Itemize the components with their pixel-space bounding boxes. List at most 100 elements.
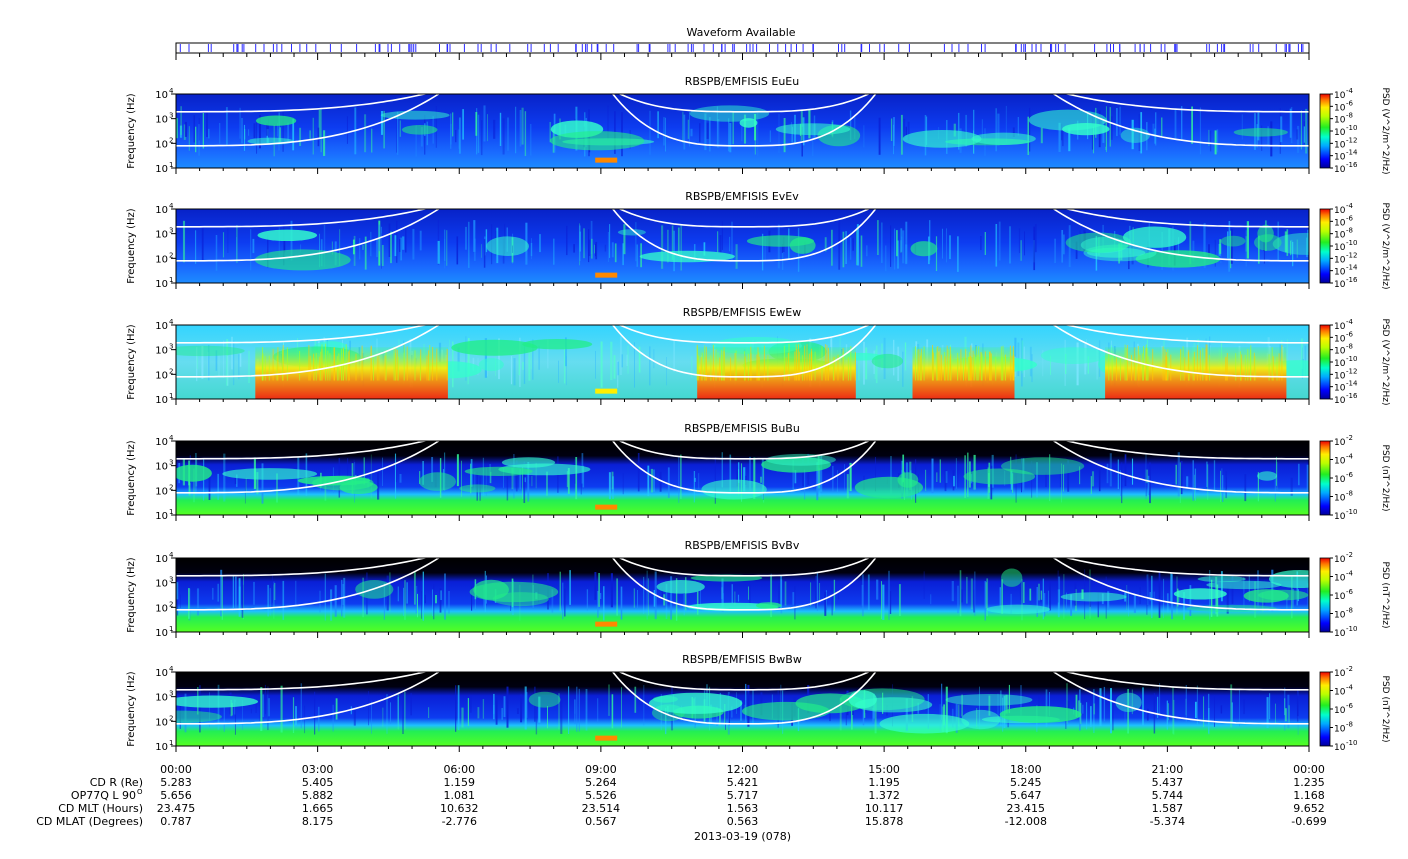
ephemeris-value: 5.405: [302, 776, 334, 789]
colorbar-tick-label: 10: [1334, 725, 1346, 735]
colorbar-tick-exponent: -10: [1346, 239, 1357, 247]
cyclotron-curve: [176, 672, 441, 725]
cyclotron-curve: [611, 325, 877, 378]
colorbar-tick-label: 10: [1334, 574, 1346, 584]
emission-blob: [879, 713, 970, 734]
colorbar-tick-label: 10: [1334, 384, 1346, 394]
ephemeris-value: -0.699: [1291, 815, 1326, 828]
cyclotron-curve: [611, 94, 877, 147]
colorbar-label: PSD (V^2/m^2/Hz): [1380, 319, 1390, 406]
colorbar-tick-exponent: -8: [1346, 112, 1353, 120]
emission-blob: [473, 579, 509, 600]
colorbar-tick-exponent: -4: [1346, 87, 1354, 95]
colorbar-tick-exponent: -6: [1346, 588, 1354, 596]
emission-blob: [522, 339, 593, 350]
y-tick-exponent: 2: [169, 600, 173, 608]
ephemeris-value: 0.567: [585, 815, 617, 828]
colorbar-tick-label: 10: [1334, 140, 1346, 150]
colorbar-tick-exponent: -4: [1346, 684, 1354, 692]
y-tick-exponent: 4: [169, 318, 174, 326]
emission-blob: [741, 701, 830, 721]
colorbar-tick-exponent: -6: [1346, 330, 1354, 338]
y-tick-exponent: 1: [169, 392, 173, 400]
y-tick-label: 10: [155, 486, 168, 497]
y-tick-exponent: 4: [169, 551, 174, 559]
ephemeris-value: 23.475: [157, 802, 196, 815]
colorbar-tick-exponent: -6: [1346, 471, 1354, 479]
y-tick-label: 10: [155, 230, 168, 241]
ephemeris-value: 9.652: [1293, 802, 1325, 815]
emission-blob: [1065, 232, 1132, 253]
ephemeris-value: -5.374: [1150, 815, 1185, 828]
spectrogram-image: [176, 94, 1309, 168]
emission-blob: [1233, 128, 1288, 137]
ephemeris-value: 23.514: [582, 802, 621, 815]
y-tick-label: 10: [155, 742, 168, 753]
emission-blob: [451, 339, 538, 356]
colorbar-tick-exponent: -2: [1346, 551, 1353, 559]
emission-blob: [176, 464, 212, 482]
y-tick-label: 10: [155, 321, 168, 332]
colorbar-tick-exponent: -4: [1346, 202, 1354, 210]
cyclotron-curve: [176, 441, 441, 494]
y-tick-exponent: 3: [169, 690, 173, 698]
colorbar-tick-label: 10: [1334, 334, 1346, 344]
colorbar-tick-exponent: -8: [1346, 227, 1353, 235]
y-tick-label: 10: [155, 693, 168, 704]
emission-blob: [765, 453, 836, 466]
bright-patch: [595, 272, 618, 278]
cyclotron-curve: [1052, 672, 1309, 725]
ephemeris-value: -12.008: [1005, 815, 1047, 828]
emission-blob: [1123, 226, 1187, 248]
y-tick-exponent: 1: [169, 276, 173, 284]
y-tick-label: 10: [155, 437, 168, 448]
cyclotron-curve: [176, 94, 428, 113]
colorbar: [1319, 671, 1331, 747]
emission-blob: [689, 105, 770, 122]
colorbar-tick-label: 10: [1334, 457, 1346, 467]
ephemeris-value: -2.776: [442, 815, 477, 828]
emission-blob: [1173, 588, 1227, 600]
ephemeris-value: 5.526: [585, 789, 617, 802]
cyclotron-curve: [1052, 325, 1309, 378]
waveform-strip: [175, 42, 1310, 54]
panel-title: RBSPB/EMFISIS BwBw: [682, 653, 802, 666]
y-axis-label: Frequency (Hz): [126, 557, 137, 633]
emission-blob: [1206, 580, 1282, 590]
colorbar-tick-exponent: -16: [1346, 161, 1358, 169]
colorbar-tick-label: 10: [1334, 347, 1346, 357]
y-tick-exponent: 3: [169, 459, 173, 467]
emission-blob: [1062, 123, 1110, 136]
emission-blob: [971, 132, 1036, 145]
emission-blob: [380, 110, 450, 120]
ephemeris-label: CD R (Re): [90, 776, 143, 789]
colorbar-label: PSD (nT^2/Hz): [1380, 676, 1390, 743]
y-tick-label: 10: [155, 511, 168, 522]
cyclotron-curve: [176, 325, 428, 344]
y-tick-label: 10: [155, 139, 168, 150]
y-tick-exponent: 4: [169, 434, 174, 442]
spectrogram-image: [176, 325, 1309, 399]
colorbar-label: PSD (nT^2/Hz): [1380, 445, 1390, 512]
ephemeris-value: 1.587: [1152, 802, 1184, 815]
waveform-title: Waveform Available: [686, 26, 795, 39]
cyclotron-curve: [611, 441, 877, 494]
time-tick-7: 21:00: [1152, 763, 1184, 776]
cyclotron-curve: [618, 325, 871, 344]
colorbar-label: PSD (V^2/m^2/Hz): [1380, 203, 1390, 290]
emission-blob: [1272, 232, 1309, 255]
colorbar-tick-label: 10: [1334, 396, 1346, 406]
cyclotron-curve: [176, 558, 428, 577]
ephemeris-value: 5.882: [302, 789, 334, 802]
colorbar: [1319, 324, 1331, 400]
cyclotron-curve: [176, 209, 428, 228]
emission-blob: [528, 691, 561, 708]
time-tick-1: 03:00: [302, 763, 334, 776]
y-tick-label: 10: [155, 717, 168, 728]
colorbar-tick-exponent: -6: [1346, 702, 1354, 710]
ephemeris-value: 5.717: [727, 789, 759, 802]
